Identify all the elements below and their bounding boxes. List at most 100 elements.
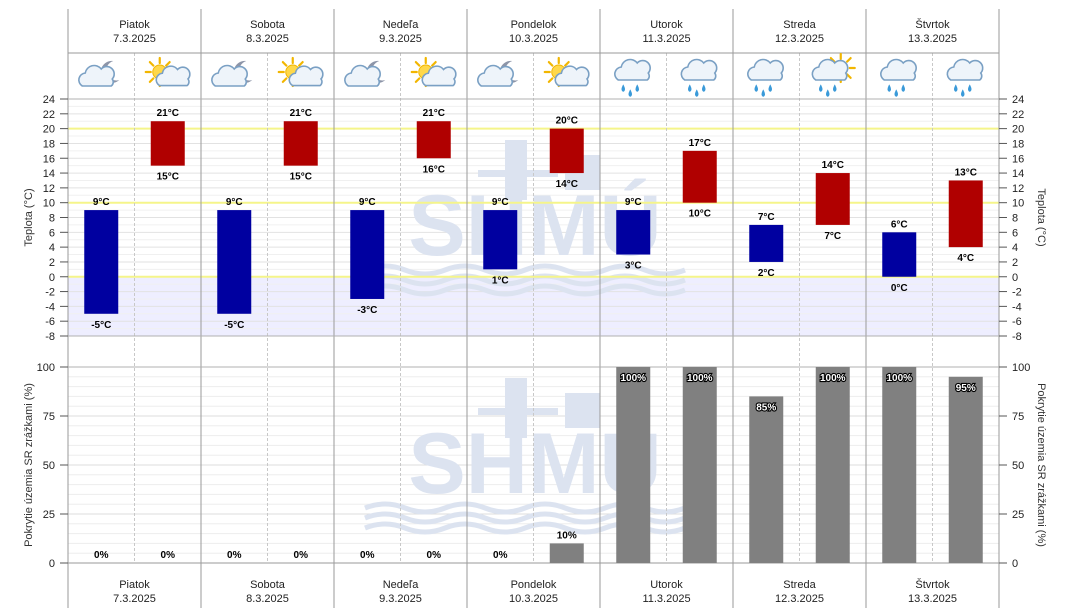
max-temp-label: 9°C [492, 197, 509, 208]
max-temp-label: 7°C [758, 212, 775, 223]
y-tick-right: 16 [1012, 153, 1024, 165]
rain-drop [833, 84, 837, 92]
temp-bar-group: 6°C 0°C [882, 219, 917, 294]
day-date: 11.3.2025 [642, 593, 690, 605]
cloud-shape [614, 58, 651, 81]
y-axis-title-left: Teplota (°C) [23, 188, 35, 246]
rain-drop [894, 89, 898, 97]
day-name: Pondelok [511, 19, 557, 31]
day-name: Sobota [250, 19, 286, 31]
precip-bar [682, 367, 717, 563]
y-axis-title-right: Teplota (°C) [1035, 188, 1047, 246]
temp-bar-group: 21°C 15°C [283, 108, 318, 183]
y-tick-right: 24 [1012, 94, 1024, 106]
day-header-bottom: Štvrtok 13.3.2025 [908, 578, 957, 605]
min-temp-label: -3°C [357, 305, 377, 316]
precip-bar-group: 0% [294, 550, 309, 561]
y-tick-left: -2 [45, 287, 55, 299]
precip-bar [948, 376, 983, 563]
y-tick-right: 6 [1012, 227, 1018, 239]
precip-bar-group: 0% [161, 550, 176, 561]
rain-drop [768, 84, 772, 92]
day-header-top: Pondelok 10.3.2025 [509, 19, 558, 45]
cloud-moon-icon [344, 60, 386, 87]
max-temp-label: 9°C [93, 197, 110, 208]
day-header-top: Utorok 11.3.2025 [642, 19, 690, 45]
precip-bar-group: 10% [549, 530, 584, 563]
sun-ray [846, 73, 852, 79]
y-tick-left: 0 [49, 558, 55, 570]
night-temp-bar [350, 210, 385, 299]
night-temp-bar [217, 210, 252, 314]
day-name: Nedeľa [383, 579, 420, 591]
sun-ray [281, 77, 288, 83]
min-temp-label: 10°C [689, 209, 711, 220]
sun-ray [148, 61, 155, 67]
precip-label: 0% [427, 550, 442, 561]
night-temp-bar [84, 210, 119, 314]
y-tick-left: 0 [49, 272, 55, 284]
sun-ray [148, 77, 155, 83]
precip-bar [815, 367, 850, 563]
rain-cloud-icon [614, 58, 651, 97]
watermark-vane [565, 393, 600, 428]
sun-ray [431, 61, 437, 67]
day-date: 10.3.2025 [509, 33, 558, 45]
min-temp-label: 15°C [290, 172, 312, 183]
day-date: 12.3.2025 [775, 33, 824, 45]
day-name: Streda [783, 19, 816, 31]
rain-drop [628, 89, 632, 97]
min-temp-label: 2°C [758, 268, 775, 279]
precip-label: 0% [161, 550, 176, 561]
y-tick-left: 25 [43, 509, 55, 521]
sun-ray [414, 61, 421, 67]
precip-label: 0% [493, 550, 508, 561]
cloud-shape [747, 58, 784, 81]
rain-drop [761, 89, 765, 97]
cloud-moon-icon [211, 60, 253, 87]
sun-cloud-icon [277, 56, 324, 88]
y-tick-right: 20 [1012, 124, 1024, 136]
cloud-moon-icon [477, 60, 519, 87]
day-header-top: Štvrtok 13.3.2025 [908, 18, 957, 45]
y-tick-left: 18 [43, 138, 55, 150]
precip-bar [749, 396, 784, 563]
rain-drop [961, 89, 965, 97]
y-tick-left: 2 [49, 257, 55, 269]
rain-drop [819, 84, 823, 92]
temp-bar-group: 9°C -3°C [350, 197, 385, 316]
max-temp-label: 21°C [157, 108, 179, 119]
y-tick-left: -8 [45, 331, 55, 343]
y-tick-left: 8 [49, 213, 55, 225]
precip-bar-group: 0% [493, 550, 508, 561]
temp-bar-group: 21°C 15°C [150, 108, 185, 183]
day-name: Štvrtok [915, 578, 950, 591]
day-temp-bar [283, 121, 318, 166]
day-header-top: Piatok 7.3.2025 [113, 19, 156, 45]
max-temp-label: 9°C [359, 197, 376, 208]
temp-bar-group: 20°C 14°C [549, 116, 584, 190]
precip-label: 0% [94, 550, 109, 561]
y-tick-right: -8 [1012, 331, 1022, 343]
day-header-bottom: Nedeľa 9.3.2025 [379, 579, 422, 605]
y-axis-title-left: Pokrytie územia SR zrážkami (%) [23, 383, 35, 547]
precip-bar-group: 0% [427, 550, 442, 561]
y-tick-right: 12 [1012, 183, 1024, 195]
day-temp-bar [416, 121, 451, 159]
precip-bar-group: 100% [815, 367, 850, 563]
day-header-bottom: Piatok 7.3.2025 [113, 579, 156, 605]
cloud-shape [477, 64, 514, 87]
watermark-arm [478, 408, 558, 415]
watermark-wave [364, 283, 686, 297]
min-temp-label: 14°C [556, 179, 578, 190]
y-tick-right: 0 [1012, 558, 1018, 570]
max-temp-label: 9°C [625, 197, 642, 208]
cloud-shape [811, 58, 849, 81]
sun-ray [281, 61, 288, 67]
y-tick-right: -6 [1012, 316, 1022, 328]
min-temp-label: 16°C [423, 164, 445, 175]
y-tick-right: 2 [1012, 257, 1018, 269]
rain-cloud-icon [680, 58, 718, 97]
